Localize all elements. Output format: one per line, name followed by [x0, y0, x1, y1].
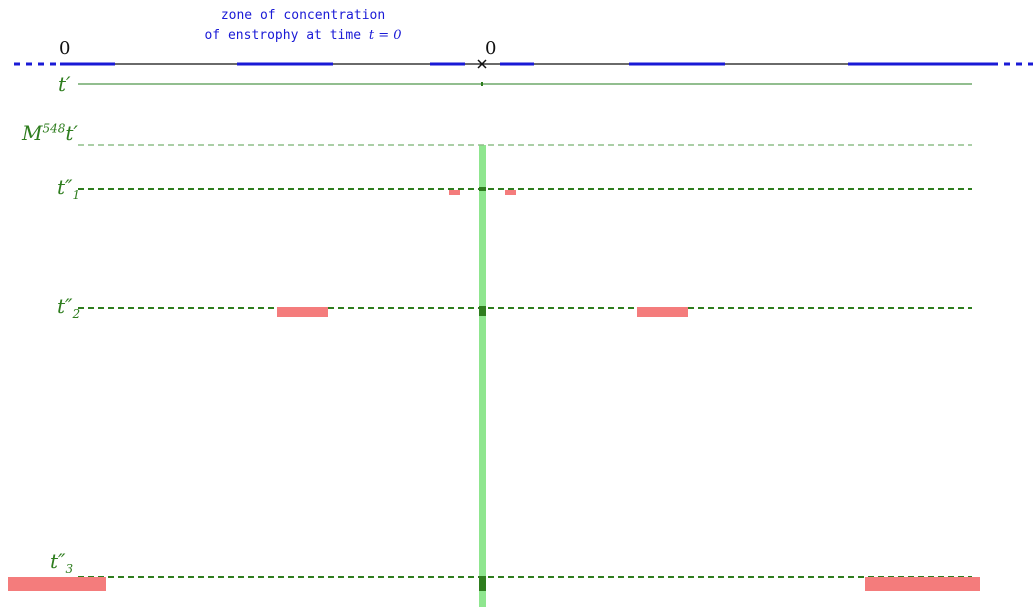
- m-t-prime-label: M548t′: [22, 121, 78, 145]
- m-base: M: [22, 121, 43, 145]
- red-interval: [505, 190, 516, 195]
- enstrophy-segment: [430, 62, 465, 66]
- enstrophy-segment: [237, 62, 333, 66]
- annotation-line2-math: t = 0: [368, 28, 402, 43]
- enstrophy-segment: [60, 62, 115, 66]
- t2-base: t: [57, 294, 66, 318]
- red-interval: [277, 307, 328, 317]
- t-prime-mark: ′: [66, 72, 71, 96]
- enstrophy-segment: [500, 62, 534, 66]
- vertical-band: [479, 145, 486, 607]
- t2-mark: ″: [65, 294, 73, 318]
- t2-sub: 2: [72, 307, 81, 321]
- t3-base: t: [50, 549, 59, 573]
- band-tick: [479, 576, 486, 591]
- t3-mark: ″: [58, 549, 66, 573]
- t-prime-base: t: [58, 72, 67, 96]
- enstrophy-annotation: zone of concentration of enstrophy at ti…: [158, 6, 448, 46]
- annotation-line2-text: of enstrophy at time: [204, 28, 369, 43]
- t3-sub: 3: [65, 562, 74, 576]
- origin-cross-icon: [477, 59, 487, 69]
- red-interval: [449, 190, 460, 195]
- annotation-line1: zone of concentration: [220, 8, 386, 23]
- red-interval: [637, 307, 688, 317]
- t1-label: t″1: [57, 175, 80, 202]
- left-zero-label: 0: [59, 38, 71, 59]
- t1-mark: ″: [65, 175, 73, 199]
- t1-sub: 1: [72, 188, 81, 202]
- t-prime-label: t′: [58, 72, 71, 96]
- t-prime-tick: [481, 82, 483, 86]
- band-tick: [479, 306, 486, 316]
- t3-label: t″3: [50, 549, 73, 576]
- t1-base: t: [57, 175, 66, 199]
- band-tick: [479, 187, 486, 191]
- m-tail: t′: [65, 121, 78, 145]
- m-exponent: 548: [42, 121, 66, 136]
- center-zero-label: 0: [485, 38, 497, 59]
- enstrophy-segment: [629, 62, 725, 66]
- t2-label: t″2: [57, 294, 80, 321]
- red-interval: [8, 577, 106, 591]
- enstrophy-segment: [848, 62, 992, 66]
- annotation-line2: of enstrophy at time t = 0: [158, 26, 448, 46]
- red-interval: [865, 577, 980, 591]
